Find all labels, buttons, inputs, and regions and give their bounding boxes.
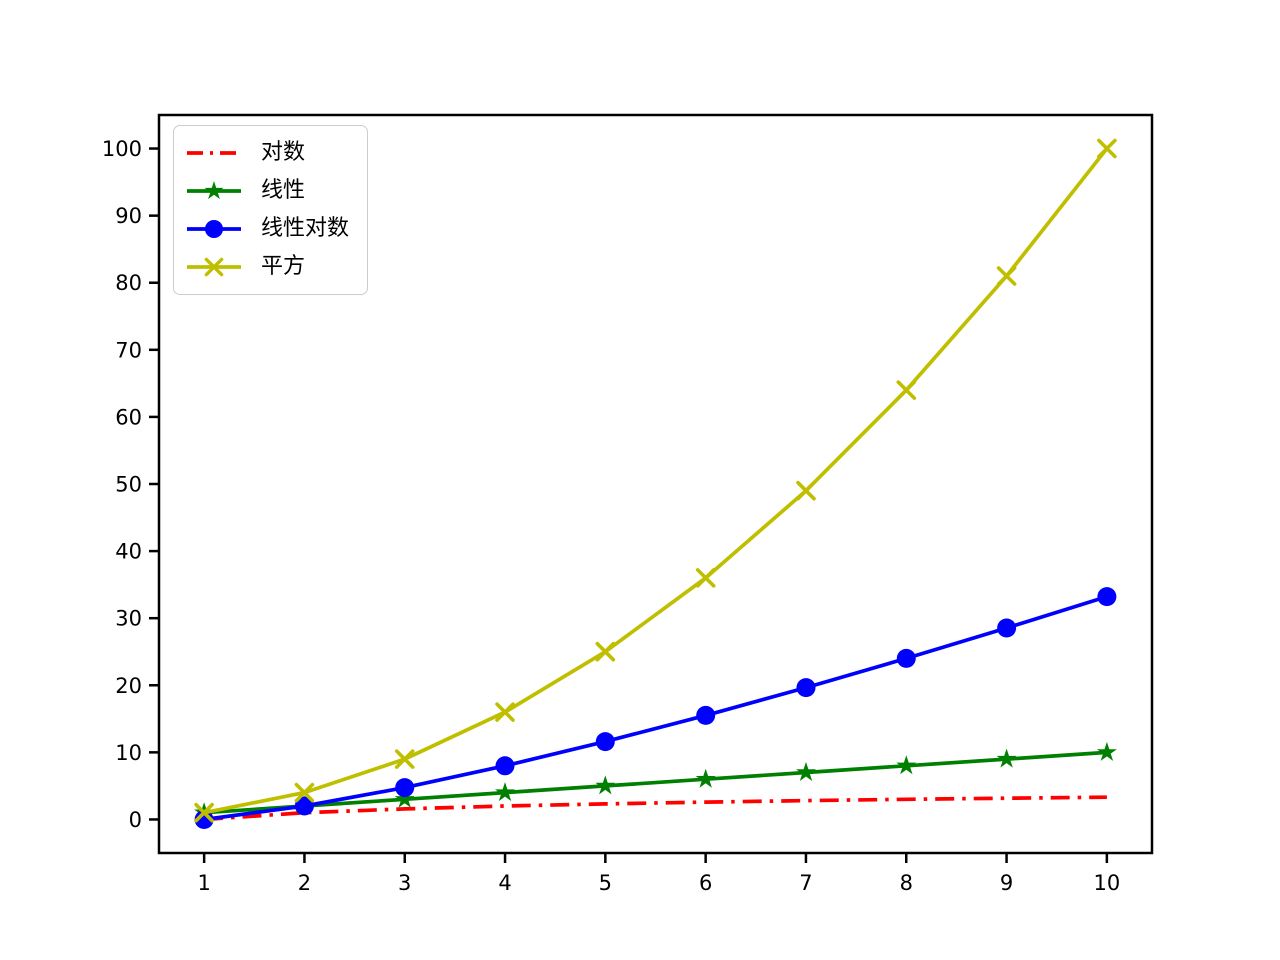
legend-label-log: 对数 [261, 140, 306, 165]
legend-item-quadratic: 平方 [185, 248, 349, 286]
svg-text:30: 30 [115, 607, 142, 631]
legend-star-line-icon [187, 181, 241, 200]
svg-text:6: 6 [699, 871, 712, 895]
svg-text:7: 7 [799, 871, 812, 895]
svg-text:5: 5 [599, 871, 612, 895]
svg-text:60: 60 [115, 405, 142, 429]
legend-circle-line-icon [187, 219, 241, 239]
legend-label-linear: 线性 [261, 178, 306, 203]
legend: 对数 线性 线性对数 平方 [173, 125, 369, 295]
svg-text:80: 80 [115, 271, 142, 295]
svg-text:8: 8 [900, 871, 913, 895]
legend-x-line-icon [187, 257, 241, 277]
svg-text:4: 4 [498, 871, 511, 895]
svg-text:1: 1 [197, 871, 210, 895]
svg-text:50: 50 [115, 473, 142, 497]
legend-item-linearithmic: 线性对数 [185, 210, 349, 248]
svg-text:40: 40 [115, 540, 142, 564]
svg-text:20: 20 [115, 674, 142, 698]
svg-text:0: 0 [129, 808, 142, 832]
svg-text:2: 2 [298, 871, 311, 895]
svg-text:90: 90 [115, 204, 142, 228]
legend-item-log: 对数 [185, 134, 349, 172]
svg-text:100: 100 [102, 137, 142, 161]
svg-text:70: 70 [115, 338, 142, 362]
legend-dashdot-line-icon [187, 151, 241, 155]
legend-label-linearithmic: 线性对数 [261, 216, 350, 241]
legend-item-linear: 线性 [185, 172, 349, 210]
svg-text:9: 9 [1000, 871, 1013, 895]
svg-text:10: 10 [1093, 871, 1120, 895]
svg-text:10: 10 [115, 741, 142, 765]
legend-label-quadratic: 平方 [261, 254, 306, 279]
svg-text:3: 3 [398, 871, 411, 895]
